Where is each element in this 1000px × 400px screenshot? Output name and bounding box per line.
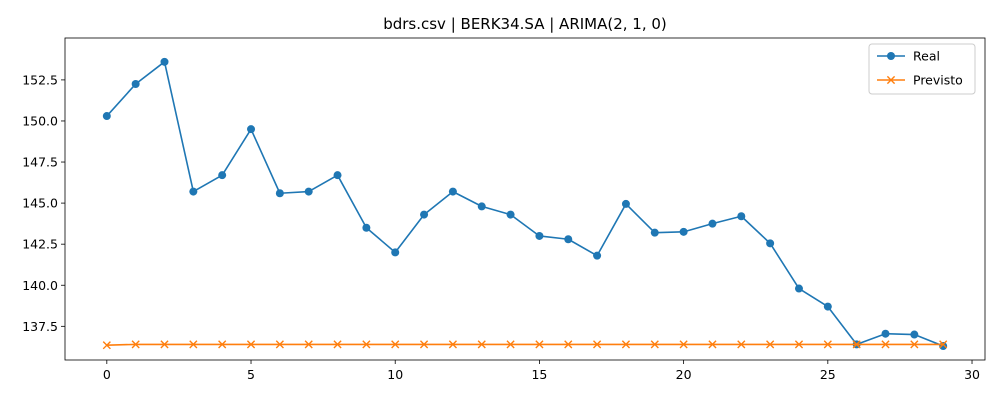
- data-point-previsto: [679, 340, 688, 349]
- y-tick-label: 145.0: [22, 196, 58, 211]
- series-line-previsto: [106, 343, 944, 347]
- y-tick-label: 152.5: [22, 72, 58, 87]
- legend-entry-real: Real: [877, 49, 940, 64]
- data-point-previsto: [189, 340, 198, 349]
- x-tick-label: 10: [387, 367, 403, 382]
- data-point-real: [189, 187, 198, 196]
- x-tick-label: 15: [531, 367, 547, 382]
- data-point-real: [420, 210, 429, 219]
- legend: Real Previsto: [868, 43, 976, 95]
- x-tick-label: 20: [676, 367, 692, 382]
- data-point-real: [333, 171, 342, 180]
- legend-label-real: Real: [913, 49, 940, 64]
- axes: 0 5 10 15 20 25 30 137.5 140.0 142.5 145.0 147.5 150…: [22, 37, 986, 382]
- y-tick-label: 140.0: [22, 278, 58, 293]
- data-point-previsto: [766, 340, 775, 349]
- data-point-real: [881, 329, 890, 338]
- data-point-real: [275, 189, 284, 198]
- data-point-previsto: [218, 340, 227, 349]
- data-point-previsto: [448, 340, 457, 349]
- data-point-previsto: [333, 340, 342, 349]
- data-point-previsto: [477, 340, 486, 349]
- data-point-real: [910, 330, 919, 339]
- data-point-real: [304, 187, 313, 196]
- data-point-real: [362, 223, 371, 232]
- data-point-previsto: [852, 340, 861, 349]
- y-tick-label: 142.5: [22, 237, 58, 252]
- data-point-real: [160, 57, 169, 66]
- data-point-previsto: [160, 340, 169, 349]
- y-tick-label: 137.5: [22, 319, 58, 334]
- series-real: [102, 57, 948, 351]
- data-point-previsto: [881, 340, 890, 349]
- data-point-previsto: [823, 340, 832, 349]
- data-point-previsto: [708, 340, 717, 349]
- data-point-real: [477, 202, 486, 211]
- data-point-real: [621, 199, 630, 208]
- data-point-previsto: [131, 340, 140, 349]
- data-point-previsto: [621, 340, 631, 349]
- data-point-previsto: [362, 340, 371, 349]
- data-point-real: [535, 231, 544, 240]
- data-point-real: [679, 227, 688, 236]
- data-point-previsto: [246, 340, 256, 349]
- legend-marker-previsto: [886, 75, 896, 85]
- data-point-real: [391, 248, 400, 257]
- data-point-previsto: [939, 340, 948, 349]
- data-point-real: [102, 112, 111, 121]
- data-point-real: [564, 235, 573, 244]
- data-point-real: [650, 228, 659, 237]
- data-point-real: [766, 239, 775, 248]
- data-point-real: [939, 342, 948, 351]
- x-tick-label: 30: [964, 367, 980, 382]
- data-point-real: [737, 212, 746, 221]
- data-point-previsto: [910, 340, 919, 349]
- data-point-real: [708, 219, 717, 228]
- data-point-real: [506, 210, 515, 219]
- data-point-previsto: [304, 340, 313, 349]
- data-point-real: [247, 125, 256, 134]
- data-point-previsto: [794, 340, 804, 349]
- series-previsto: [102, 340, 948, 350]
- data-point-previsto: [737, 340, 746, 349]
- y-tick-label: 150.0: [22, 113, 58, 128]
- data-point-real: [823, 302, 832, 311]
- plot-area: [102, 57, 948, 351]
- data-point-real: [794, 284, 803, 293]
- data-point-previsto: [419, 340, 429, 349]
- legend-entry-previsto: Previsto: [877, 73, 963, 88]
- data-point-previsto: [564, 340, 573, 349]
- data-point-real: [593, 251, 602, 260]
- data-point-previsto: [650, 340, 659, 349]
- data-point-previsto: [102, 341, 111, 350]
- data-point-previsto: [506, 340, 515, 349]
- legend-label-previsto: Previsto: [913, 73, 963, 88]
- data-point-previsto: [535, 340, 544, 349]
- data-point-previsto: [275, 340, 284, 349]
- legend-marker-real: [887, 52, 895, 60]
- data-point-real: [448, 187, 457, 196]
- x-tick-label: 5: [247, 367, 255, 382]
- chart-title: bdrs.csv | BERK34.SA | ARIMA(2, 1, 0): [383, 15, 667, 33]
- data-point-real: [218, 171, 227, 180]
- y-tick-label: 147.5: [22, 155, 58, 170]
- x-tick-label: 25: [820, 367, 836, 382]
- data-point-previsto: [391, 340, 400, 349]
- series-line-real: [106, 61, 944, 347]
- data-point-real: [131, 80, 140, 88]
- x-tick-label: 0: [103, 367, 111, 382]
- axes-frame: [64, 37, 986, 361]
- data-point-previsto: [593, 340, 602, 349]
